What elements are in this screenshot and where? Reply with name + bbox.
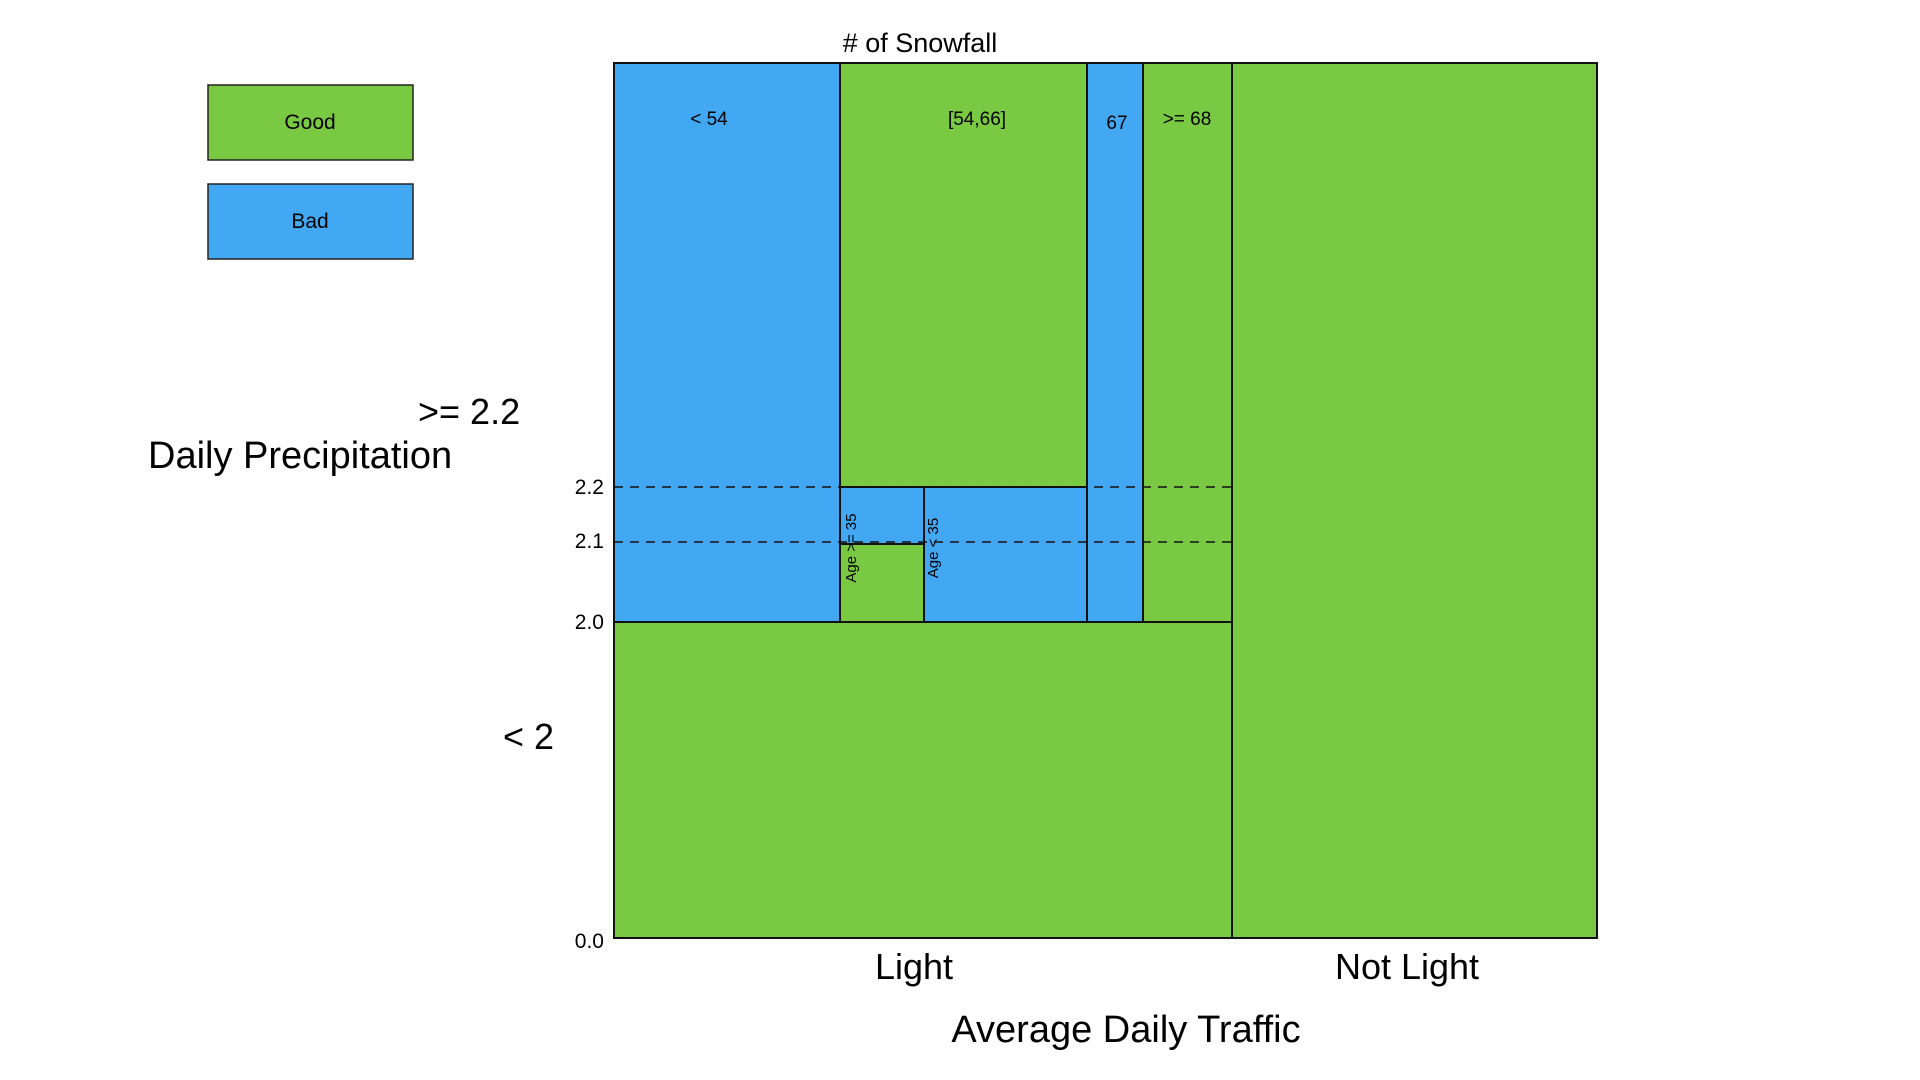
x-axis-title: Average Daily Traffic (951, 1009, 1300, 1051)
region-snowfall-ge68 (1142, 62, 1233, 623)
legend-good-label: Good (284, 111, 335, 134)
x-category-light: Light (875, 946, 953, 987)
legend-bad-label: Bad (291, 210, 328, 233)
region-age-ge35-low-precip (839, 543, 925, 623)
region-snowfall-67 (1086, 62, 1144, 623)
snowfall-bin-67-label: 67 (1106, 113, 1127, 134)
legend-bad-swatch (207, 183, 414, 260)
y-tick-2-1: 2.1 (575, 530, 604, 553)
snowfall-bin-ge68-label: >= 68 (1163, 109, 1212, 130)
y-tick-2-2: 2.2 (575, 476, 604, 499)
y-group-high-label: >= 2.2 (418, 391, 520, 432)
snowfall-header: # of Snowfall (843, 28, 998, 58)
age-lt35-label: Age < 35 (925, 518, 942, 578)
x-category-not-light: Not Light (1335, 946, 1479, 987)
region-snowfall-54-66-high-precip (839, 62, 1088, 488)
y-tick-2-0: 2.0 (575, 611, 604, 634)
age-ge35-label: Age >= 35 (843, 513, 860, 582)
y-tick-0-0: 0.0 (575, 930, 604, 953)
region-age-lt35 (923, 486, 1088, 623)
snowfall-bin-lt54-label: < 54 (690, 109, 728, 130)
y-axis-title: Daily Precipitation (148, 435, 452, 477)
legend-good-swatch (207, 84, 414, 161)
region-not-light (1231, 62, 1598, 939)
region-light-precip-lt2 (613, 621, 1233, 939)
y-group-low-label: < 2 (503, 716, 554, 757)
region-snowfall-lt54 (613, 62, 841, 623)
snowfall-bin-54-66-label: [54,66] (948, 109, 1006, 130)
